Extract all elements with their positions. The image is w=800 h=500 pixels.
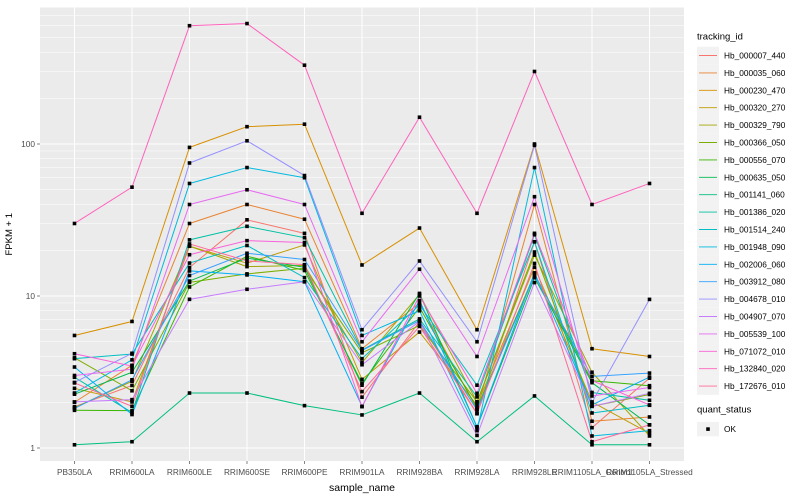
svg-text:Hb_001386_020: Hb_001386_020 (724, 207, 786, 217)
svg-text:RRIM928LA: RRIM928LA (454, 467, 500, 477)
svg-text:RRIM901LA: RRIM901LA (339, 467, 385, 477)
svg-text:tracking_id: tracking_id (697, 32, 743, 43)
svg-text:Hb_001514_240: Hb_001514_240 (724, 225, 786, 235)
svg-text:RRIM600LA: RRIM600LA (109, 467, 155, 477)
svg-text:sample_name: sample_name (329, 482, 395, 494)
svg-text:10: 10 (26, 291, 36, 301)
svg-text:Hb_132840_020: Hb_132840_020 (724, 364, 786, 374)
svg-text:Hb_001141_060: Hb_001141_060 (724, 190, 785, 200)
svg-text:FPKM + 1: FPKM + 1 (4, 213, 15, 256)
svg-text:Hb_172676_010: Hb_172676_010 (724, 381, 786, 391)
svg-text:RRIM928BA: RRIM928BA (396, 467, 443, 477)
svg-text:RRIM1105LA_Stressed: RRIM1105LA_Stressed (606, 467, 693, 477)
svg-text:RRIM600SE: RRIM600SE (224, 467, 271, 477)
svg-text:Hb_000230_470: Hb_000230_470 (724, 85, 786, 95)
svg-text:PB350LA: PB350LA (57, 467, 93, 477)
svg-text:Hb_004678_010: Hb_004678_010 (724, 294, 786, 304)
svg-text:1: 1 (30, 443, 35, 453)
svg-text:Hb_005539_100: Hb_005539_100 (724, 329, 786, 339)
svg-text:Hb_000329_790: Hb_000329_790 (724, 120, 786, 130)
svg-text:RRIM600PE: RRIM600PE (281, 467, 328, 477)
svg-text:100: 100 (21, 139, 35, 149)
svg-text:Hb_000366_050: Hb_000366_050 (724, 138, 786, 148)
svg-text:quant_status: quant_status (697, 405, 752, 416)
svg-text:Hb_003912_080: Hb_003912_080 (724, 277, 786, 287)
svg-text:Hb_000035_060: Hb_000035_060 (724, 68, 786, 78)
svg-text:Hb_071072_010: Hb_071072_010 (724, 346, 786, 356)
svg-text:Hb_000556_070: Hb_000556_070 (724, 155, 786, 165)
svg-text:Hb_004907_070: Hb_004907_070 (724, 312, 786, 322)
svg-text:RRIM600LE: RRIM600LE (167, 467, 213, 477)
svg-text:Hb_000007_440: Hb_000007_440 (724, 51, 786, 61)
svg-text:Hb_000635_050: Hb_000635_050 (724, 172, 786, 182)
svg-text:Hb_002006_060: Hb_002006_060 (724, 259, 786, 269)
svg-text:RRIM928LE: RRIM928LE (512, 467, 558, 477)
svg-text:Hb_000320_270: Hb_000320_270 (724, 103, 786, 113)
svg-text:Hb_001948_090: Hb_001948_090 (724, 242, 786, 252)
svg-text:OK: OK (724, 424, 736, 434)
